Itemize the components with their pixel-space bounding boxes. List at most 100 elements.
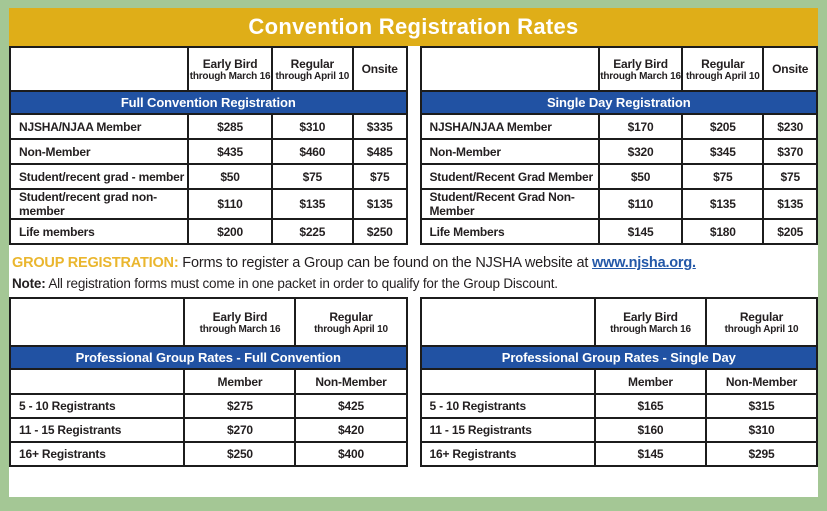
column-header-sublabel: through April 10 — [724, 323, 799, 335]
rate-value: $295 — [704, 441, 819, 467]
rate-value: $320 — [597, 138, 684, 165]
table-row: 11 - 15 Registrants $270 $420 — [8, 417, 408, 443]
column-header-label: Early Bird — [202, 56, 258, 71]
onsite-header: Onsite — [351, 46, 408, 92]
table-row: Student/Recent Grad Non-Member $110 $135… — [419, 188, 818, 220]
row-label: 5 - 10 Registrants — [8, 393, 186, 419]
rate-value: $310 — [270, 113, 354, 140]
rate-value: $250 — [351, 218, 408, 245]
rate-value: $420 — [294, 417, 408, 443]
rate-value: $50 — [187, 163, 273, 190]
regular-header: Regular through April 10 — [704, 297, 819, 347]
rate-value: $160 — [593, 417, 707, 443]
early-bird-header: Early Bird through March 16 — [597, 46, 684, 92]
row-label: NJSHA/NJAA Member — [419, 113, 600, 140]
row-label: Life Members — [419, 218, 600, 245]
table-row: 16+ Registrants $145 $295 — [419, 441, 819, 467]
table-row: NJSHA/NJAA Member $170 $205 $230 — [419, 113, 818, 140]
table-row: 16+ Registrants $250 $400 — [8, 441, 408, 467]
column-header-sublabel: through March 16 — [610, 323, 691, 335]
rate-value: $110 — [597, 188, 684, 220]
single-day-table: Early Bird through March 16 Regular thro… — [419, 46, 819, 245]
column-header-label: Regular — [701, 56, 745, 71]
member-type-header-row: Member Non-Member — [419, 368, 819, 395]
member-type-header-row: Member Non-Member — [8, 368, 408, 395]
column-header-sublabel: through April 10 — [314, 323, 388, 335]
rate-value: $345 — [681, 138, 765, 165]
rate-value: $145 — [597, 218, 684, 245]
table-row: Life members $200 $225 $250 — [8, 218, 408, 245]
rate-value: $180 — [681, 218, 765, 245]
row-label: 11 - 15 Registrants — [419, 417, 596, 443]
rate-value: $285 — [187, 113, 273, 140]
section-banner-label: Full Convention Registration — [9, 90, 408, 115]
column-header-row: Early Bird through March 16 Regular thro… — [419, 46, 818, 92]
rate-value: $75 — [270, 163, 354, 190]
group-registration-heading: GROUP REGISTRATION: — [12, 255, 179, 271]
row-label: 5 - 10 Registrants — [419, 393, 596, 419]
full-convention-table: Early Bird through March 16 Regular thro… — [8, 46, 408, 245]
rate-value: $200 — [187, 218, 273, 245]
njsha-website-link[interactable]: www.njsha.org. — [592, 255, 696, 271]
regular-header: Regular through April 10 — [270, 46, 354, 92]
rate-value: $225 — [270, 218, 354, 245]
column-header-row: Early Bird through March 16 Regular thro… — [8, 297, 408, 347]
rate-value: $170 — [597, 113, 684, 140]
rate-value: $230 — [762, 113, 818, 140]
column-header-sublabel: through March 16 — [189, 70, 271, 82]
column-header-label: Early Bird — [212, 309, 268, 324]
rate-value: $485 — [351, 138, 408, 165]
rate-value: $110 — [187, 188, 273, 220]
column-header-sublabel: through March 16 — [600, 70, 681, 82]
member-header: Member — [183, 368, 297, 395]
rate-value: $400 — [294, 441, 408, 467]
table-row: 11 - 15 Registrants $160 $310 — [419, 417, 819, 443]
section-banner-label: Professional Group Rates - Single Day — [419, 345, 818, 370]
regular-header: Regular through April 10 — [294, 297, 408, 347]
row-label: 11 - 15 Registrants — [8, 417, 186, 443]
rate-value: $460 — [270, 138, 354, 165]
group-registration-line: GROUP REGISTRATION: Forms to register a … — [12, 255, 815, 271]
empty-header-cell — [8, 368, 186, 395]
group-registration-text: Forms to register a Group can be found o… — [182, 255, 589, 271]
group-registration-section: GROUP REGISTRATION: Forms to register a … — [9, 245, 818, 297]
regular-header: Regular through April 10 — [681, 46, 765, 92]
early-bird-header: Early Bird through March 16 — [593, 297, 707, 347]
group-rates-single-day-table: Early Bird through March 16 Regular thro… — [419, 297, 819, 467]
rate-value: $75 — [681, 163, 765, 190]
row-label: NJSHA/NJAA Member — [8, 113, 190, 140]
section-banner: Single Day Registration — [419, 90, 818, 115]
row-label: Student/Recent Grad Non-Member — [419, 188, 600, 220]
column-header-label: Regular — [329, 309, 373, 324]
empty-header-cell — [419, 368, 596, 395]
rate-value: $135 — [681, 188, 765, 220]
table-row: Life Members $145 $180 $205 — [419, 218, 818, 245]
rate-value: $135 — [762, 188, 818, 220]
page-title: Convention Registration Rates — [248, 14, 579, 39]
section-banner: Professional Group Rates - Full Conventi… — [9, 345, 408, 370]
rate-value: $50 — [597, 163, 684, 190]
column-header-sublabel: through March 16 — [199, 323, 281, 335]
column-header-label: Early Bird — [623, 309, 678, 324]
row-label: Non-Member — [419, 138, 600, 165]
table-row: Student/recent grad - member $50 $75 $75 — [8, 163, 408, 190]
rate-value: $205 — [762, 218, 818, 245]
rate-value: $165 — [593, 393, 707, 419]
member-header: Member — [593, 368, 707, 395]
row-label: 16+ Registrants — [8, 441, 186, 467]
table-row: Student/Recent Grad Member $50 $75 $75 — [419, 163, 818, 190]
rate-value: $335 — [351, 113, 408, 140]
row-label: Student/recent grad non-member — [8, 188, 190, 220]
row-label: 16+ Registrants — [419, 441, 596, 467]
rate-value: $435 — [187, 138, 273, 165]
rate-value: $425 — [294, 393, 408, 419]
empty-header-cell — [8, 297, 186, 347]
early-bird-header: Early Bird through March 16 — [183, 297, 297, 347]
column-header-row: Early Bird through March 16 Regular thro… — [419, 297, 819, 347]
section-banner: Professional Group Rates - Single Day — [419, 345, 818, 370]
column-header-sublabel: through April 10 — [275, 70, 350, 82]
column-header-row: Early Bird through March 16 Regular thro… — [8, 46, 408, 92]
column-header-label: Regular — [290, 56, 334, 71]
rate-value: $205 — [681, 113, 765, 140]
